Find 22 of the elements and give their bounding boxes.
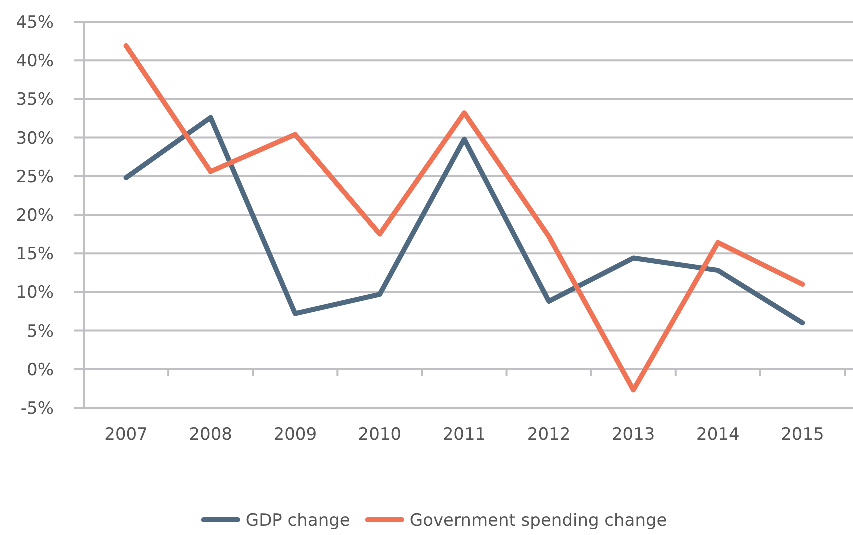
y-tick-label: 40%	[16, 52, 54, 72]
y-tick-label: 30%	[16, 128, 54, 149]
y-tick-label: 20%	[16, 206, 54, 226]
y-tick-label: 10%	[16, 283, 54, 304]
x-tick-label: 2012	[527, 424, 571, 445]
y-tick-label: 15%	[16, 244, 54, 265]
x-tick-label: 2013	[612, 424, 656, 445]
y-tick-label: 0%	[27, 360, 54, 380]
x-tick-label: 2014	[696, 424, 740, 445]
x-tick-label: 2007	[104, 424, 148, 445]
x-tick-label: 2008	[189, 424, 232, 445]
y-tick-label: 45%	[16, 12, 54, 33]
x-tick-label: 2010	[358, 424, 402, 445]
legend-label: GDP change	[246, 510, 350, 531]
y-tick-label: 5%	[27, 322, 54, 342]
y-tick-label: 25%	[16, 167, 54, 188]
legend-label: Government spending change	[410, 510, 668, 531]
x-tick-label: 2015	[781, 424, 824, 445]
x-tick-label: 2009	[274, 424, 318, 445]
y-tick-label: -5%	[20, 398, 54, 419]
y-tick-label: 35%	[16, 90, 54, 110]
x-tick-label: 2011	[442, 424, 486, 445]
